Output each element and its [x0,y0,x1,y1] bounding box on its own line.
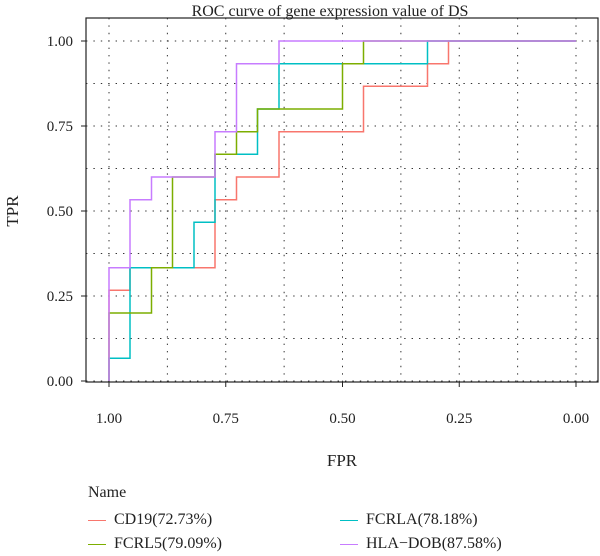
x-tick-label: 1.00 [96,411,122,427]
legend-swatch-hla-dob [340,543,358,545]
y-tick-label: 0.25 [47,289,73,305]
y-tick-label: 1.00 [47,34,73,50]
legend-label-fcrla: FCRLA(78.18%) [366,511,478,528]
legend-swatch-cd19 [88,519,106,521]
legend-title: Name [88,484,127,501]
x-axis-label: FPR [327,451,358,470]
chart-title: ROC curve of gene expression value of DS [192,3,469,20]
axes: 1.00 0.75 0.50 0.25 0.00 0.00 0.25 0.50 0.75 1.00 [47,34,589,427]
roc-chart: ROC curve of gene expression value of DS… [3,3,599,470]
legend-label-cd19: CD19(72.73%) [114,511,213,528]
legend: Name CD19(72.73%) FCRLA(78.18%) FCRL5(79… [88,484,588,556]
series-line-fcrl5 [108,40,576,381]
x-tick-label: 0.75 [213,411,239,427]
legend-swatch-fcrl5 [88,543,106,545]
legend-label-fcrl5: FCRL5(79.09%) [114,535,222,552]
legend-item-cd19: CD19(72.73%) [88,510,212,530]
x-tick-label: 0.50 [329,411,355,427]
y-axis-label: TPR [3,195,22,227]
y-tick-label: 0.00 [47,374,73,390]
y-tick-label: 0.50 [47,204,73,220]
legend-item-fcrla: FCRLA(78.18%) [340,510,478,530]
series-line-hla-dob [108,40,576,381]
legend-label-hla-dob: HLA−DOB(87.58%) [366,535,502,552]
y-tick-label: 0.75 [47,119,73,135]
x-tick-label: 0.00 [563,411,589,427]
legend-swatch-fcrla [340,519,358,521]
legend-item-hla-dob: HLA−DOB(87.58%) [340,534,502,554]
series-layer [108,40,576,381]
legend-item-fcrl5: FCRL5(79.09%) [88,534,222,554]
x-tick-label: 0.25 [446,411,472,427]
